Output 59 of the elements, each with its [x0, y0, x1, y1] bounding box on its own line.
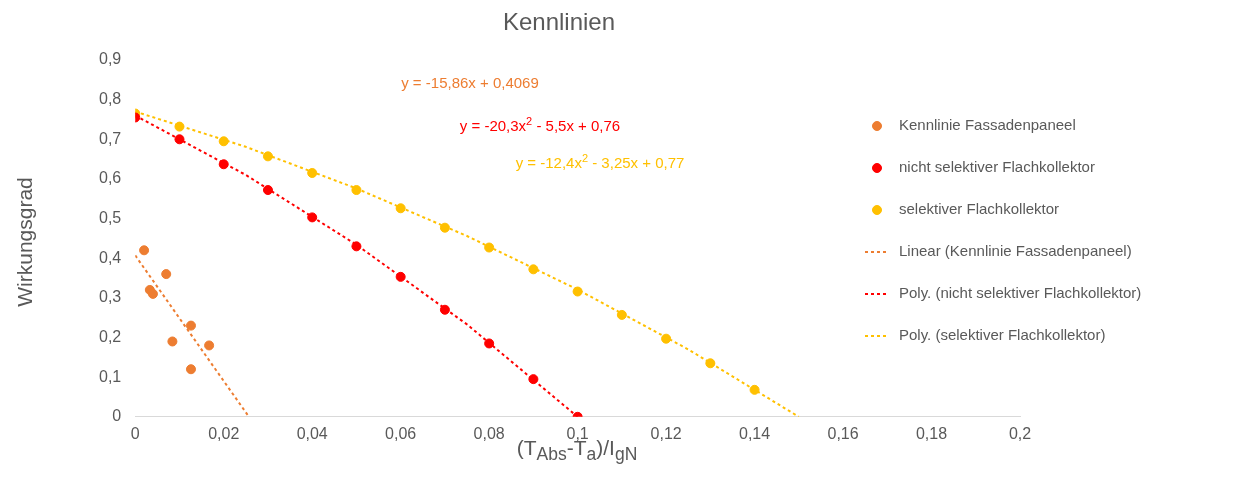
y-tick-label: 0,5	[98, 208, 122, 226]
point	[307, 212, 318, 223]
point	[528, 264, 539, 275]
point	[351, 185, 362, 196]
point	[484, 242, 495, 253]
legend-label: nicht selektiver Flachkollektor	[899, 158, 1095, 176]
point	[218, 159, 229, 170]
legend-label: Poly. (nicht selektiver Flachkollektor)	[899, 284, 1142, 302]
point	[661, 333, 672, 344]
legend-label: Kennlinie Fassadenpaneel	[899, 116, 1076, 134]
y-tick-label: 0,8	[98, 90, 122, 108]
point	[484, 338, 495, 349]
x-tick-label: 0,02	[208, 424, 240, 442]
point	[185, 364, 196, 375]
chart-title: Kennlinien	[501, 8, 617, 36]
y-tick-label: 0,3	[98, 288, 122, 306]
legend-label: selektiver Flachkollektor	[899, 200, 1060, 218]
y-tick-label: 0,1	[98, 367, 122, 385]
point	[204, 340, 215, 351]
y-tick-label: 0,9	[98, 50, 122, 68]
point	[167, 336, 178, 347]
y-tick-label: 0	[112, 407, 122, 425]
point	[616, 309, 627, 320]
x-tick-label: 0,04	[296, 424, 328, 442]
y-tick-label: 0,4	[98, 248, 122, 266]
y-tick-label: 0,6	[98, 169, 122, 187]
point	[307, 167, 318, 178]
x-tick-label: 0,16	[827, 424, 859, 442]
point	[351, 241, 362, 252]
point	[572, 286, 583, 297]
legend-label: Poly. (selektiver Flachkollektor)	[899, 326, 1106, 344]
point	[218, 136, 229, 147]
x-tick-label: 0	[130, 424, 140, 442]
x-tick-label: 0,12	[650, 424, 682, 442]
point	[528, 374, 539, 385]
point	[439, 222, 450, 233]
point	[147, 288, 158, 299]
point	[185, 320, 196, 331]
x-tick-label: 0,14	[739, 424, 771, 442]
point	[174, 134, 185, 145]
x-tick-label: 0,2	[1008, 424, 1032, 442]
x-tick-label: 0,08	[473, 424, 505, 442]
point	[705, 358, 716, 369]
x-tick-label: 0,06	[385, 424, 417, 442]
point	[395, 271, 406, 282]
point	[139, 245, 150, 256]
point	[262, 151, 273, 162]
legend-label: Linear (Kennlinie Fassadenpaneel)	[899, 242, 1132, 260]
point	[749, 384, 760, 395]
point	[395, 203, 406, 214]
point	[439, 304, 450, 315]
y-axis-title: Wirkungsgrad	[13, 176, 37, 309]
point	[174, 121, 185, 132]
x-tick-label: 0,18	[915, 424, 948, 442]
point	[262, 185, 273, 196]
annotation: y = -15,86x + 0,4069	[401, 74, 539, 92]
y-tick-label: 0,7	[98, 129, 122, 147]
point	[161, 269, 172, 280]
y-tick-label: 0,2	[98, 327, 122, 345]
